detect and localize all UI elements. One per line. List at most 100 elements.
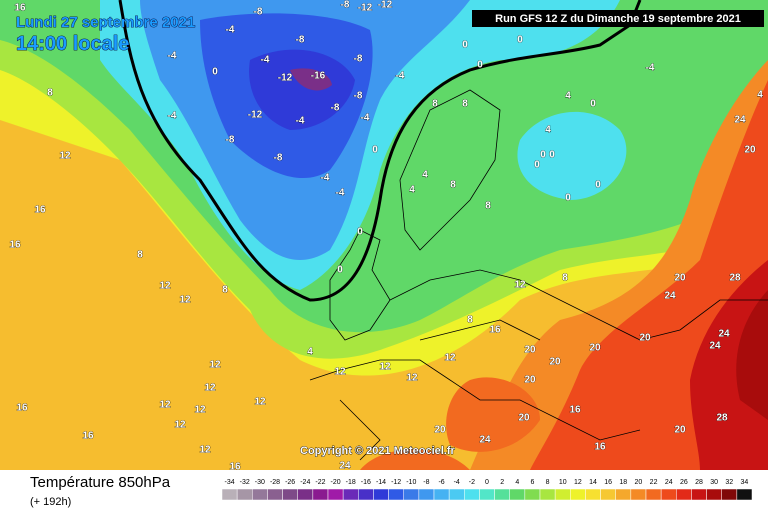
scale-label: 30 bbox=[710, 479, 718, 486]
time-label: 14:00 locale bbox=[16, 33, 129, 55]
contour-label: 8 bbox=[47, 88, 53, 99]
scale-label: -28 bbox=[270, 479, 280, 486]
contour-label: 0 bbox=[540, 150, 546, 161]
contour-label: 4 bbox=[565, 91, 571, 102]
scale-label: 24 bbox=[665, 479, 673, 486]
scale-label: 22 bbox=[650, 479, 658, 486]
scale-label: 6 bbox=[530, 479, 534, 486]
contour-label: -4 bbox=[361, 113, 370, 124]
contour-label: 12 bbox=[406, 373, 418, 384]
scale-swatch bbox=[706, 488, 722, 501]
contour-label: 8 bbox=[485, 201, 491, 212]
contour-label: 12 bbox=[199, 445, 211, 456]
contour-label: 0 bbox=[549, 150, 555, 161]
scale-swatch bbox=[252, 488, 268, 501]
contour-label: 12 bbox=[59, 151, 71, 162]
contour-label: 0 bbox=[357, 227, 363, 238]
contour-label: -8 bbox=[354, 91, 363, 102]
scale-swatch bbox=[388, 488, 404, 501]
contour-label: 20 bbox=[524, 375, 536, 386]
contour-label: -12 bbox=[248, 110, 263, 121]
contour-label: 8 bbox=[562, 273, 568, 284]
contour-label: 24 bbox=[339, 461, 351, 472]
coastlines bbox=[309, 89, 768, 461]
contour-label: -4 bbox=[226, 25, 235, 36]
scale-swatch bbox=[721, 488, 738, 501]
scale-label: 4 bbox=[515, 479, 519, 486]
contour-label: 0 bbox=[590, 99, 596, 110]
scale-swatch bbox=[524, 488, 541, 501]
contour-label: -8 bbox=[354, 54, 363, 65]
contour-label: 28 bbox=[716, 413, 728, 424]
scale-label: 26 bbox=[680, 479, 688, 486]
scale-swatch bbox=[615, 488, 632, 501]
contour-label: 24 bbox=[734, 115, 746, 126]
scale-swatch bbox=[267, 488, 283, 501]
contour-label: -8 bbox=[274, 153, 283, 164]
contour-label: -4 bbox=[296, 116, 305, 127]
scale-swatch bbox=[221, 488, 238, 501]
contour-label: 20 bbox=[639, 333, 651, 344]
scale-swatch bbox=[539, 488, 556, 501]
scale-label: 8 bbox=[546, 479, 550, 486]
contour-label: 4 bbox=[757, 90, 763, 101]
contour-label: -12 bbox=[358, 3, 373, 14]
scale-swatch bbox=[433, 488, 450, 501]
contour-label: 20 bbox=[518, 413, 530, 424]
scale-label: 18 bbox=[619, 479, 627, 486]
contour-label: 20 bbox=[549, 357, 561, 368]
contour-label: -12 bbox=[278, 73, 293, 84]
scale-swatch bbox=[600, 488, 616, 501]
scale-label: 16 bbox=[604, 479, 612, 486]
contour-label: 0 bbox=[372, 145, 378, 156]
scale-swatch bbox=[585, 488, 601, 501]
contour-label: 0 bbox=[595, 180, 601, 191]
contour-label: 0 bbox=[534, 160, 540, 171]
contour-label: 28 bbox=[729, 273, 741, 284]
scale-swatch bbox=[373, 488, 389, 501]
contour-label: 12 bbox=[379, 362, 391, 373]
scale-label: -16 bbox=[361, 479, 371, 486]
scale-swatch bbox=[236, 488, 253, 501]
contour-label: 8 bbox=[137, 250, 143, 261]
contour-label: -4 bbox=[261, 55, 270, 66]
contour-label: 24 bbox=[664, 291, 676, 302]
scale-label: 14 bbox=[589, 479, 597, 486]
contour-label: 20 bbox=[524, 345, 536, 356]
contour-label: 4 bbox=[422, 170, 428, 181]
contour-label: 12 bbox=[444, 353, 456, 364]
contour-label: 20 bbox=[674, 273, 686, 284]
scale-label: -6 bbox=[438, 479, 444, 486]
contour-label: 12 bbox=[159, 400, 171, 411]
scale-label: 2 bbox=[500, 479, 504, 486]
contour-label: -4 bbox=[336, 188, 345, 199]
contour-label: 12 bbox=[179, 295, 191, 306]
contour-label: 12 bbox=[174, 420, 186, 431]
contour-label: 12 bbox=[514, 280, 526, 291]
scale-swatch bbox=[676, 488, 692, 501]
contour-label: 16 bbox=[229, 462, 241, 473]
contour-label: 16 bbox=[34, 205, 46, 216]
contour-label: 4 bbox=[409, 185, 415, 196]
contour-label: 4 bbox=[307, 347, 313, 358]
contour-label: -4 bbox=[168, 111, 177, 122]
contour-label: 8 bbox=[222, 285, 228, 296]
scale-swatch bbox=[494, 488, 510, 501]
scale-swatch bbox=[403, 488, 420, 501]
contour-label: -16 bbox=[311, 71, 326, 82]
scale-swatch bbox=[645, 488, 662, 501]
footer-title: Température 850hPa bbox=[30, 474, 171, 491]
contour-label: 0 bbox=[462, 40, 468, 51]
contour-label: 0 bbox=[565, 193, 571, 204]
scale-label: -18 bbox=[346, 479, 356, 486]
scale-swatch bbox=[736, 488, 753, 501]
color-scale: -34 -32 -30 -28 -26 -24 -22 -20 -18 -16 -14 -12 -10-… bbox=[221, 479, 753, 501]
scale-label: -22 bbox=[315, 479, 325, 486]
contour-label: 8 bbox=[432, 99, 438, 110]
contour-label: -8 bbox=[331, 103, 340, 114]
contour-label: 20 bbox=[434, 425, 446, 436]
scale-swatch bbox=[570, 488, 586, 501]
scale-swatch bbox=[630, 488, 647, 501]
contour-label: 0 bbox=[337, 265, 343, 276]
scale-label: -2 bbox=[469, 479, 475, 486]
